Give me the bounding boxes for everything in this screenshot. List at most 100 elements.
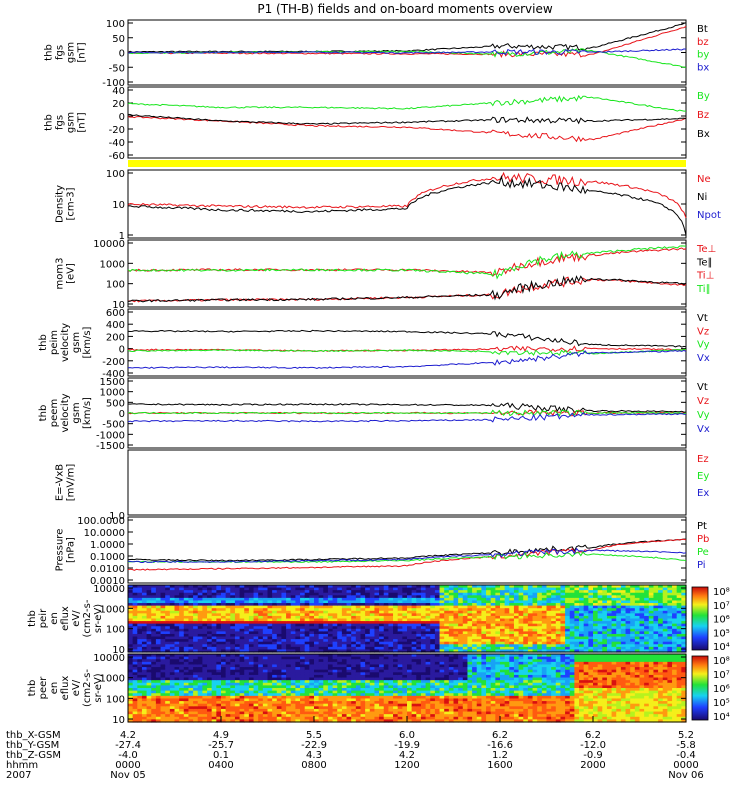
y-axis-label: thb [38,334,49,351]
legend-entry: Ne [697,174,711,185]
separator-band [128,160,686,167]
y-axis-label: thb [44,44,55,61]
y-tick-label: 100 [106,280,125,291]
y-tick-label: 10 [112,200,125,211]
y-tick-label: 0 [119,345,125,356]
series-line-Vx [128,413,686,422]
y-axis-label: fgs [55,115,66,130]
y-tick-label: 10000 [93,584,125,595]
figure-title: P1 (TH-B) fields and on-board moments ov… [257,2,553,16]
y-axis-label: thb [38,405,49,422]
series-line-Vt [128,403,686,412]
legend-entry: Vz [697,396,709,407]
y-tick-label: -200 [102,357,125,368]
y-tick-label: 0.1000 [90,552,125,563]
y-tick-label: 100 [106,625,125,636]
y-axis-label: [cm-3] [66,187,77,220]
y-tick-label: 100 [106,19,125,30]
legend-entry: Npot [697,210,721,221]
legend-entry: Pb [697,534,709,545]
legend-entry: By [697,91,710,102]
y-tick-label: 500 [106,398,125,409]
panel-frame [128,450,686,515]
legend-entry: Bz [697,110,709,121]
colorbar-tick-label: 10⁸ [713,587,730,598]
y-axis-label: gsm [71,402,82,423]
legend-entry: Pt [697,521,707,532]
y-axis-label: Pressure [55,529,66,572]
legend-entry: Vx [697,353,710,364]
y-tick-label: 600 [106,308,125,319]
legend-entry: Vy [697,410,710,421]
y-tick-label: 0 [119,112,125,123]
y-tick-label: 1000 [100,259,125,270]
series-line-Ti⊥ [128,248,686,276]
y-tick-label: -50 [109,63,125,74]
y-axis-label: gsm [71,332,82,353]
series-line-Ti∥ [128,246,686,278]
y-tick-label: -1500 [96,441,125,452]
y-axis-label: [km/s] [82,397,93,429]
y-tick-label: 0 [119,49,125,60]
y-axis-label: E=-VxB [55,464,66,501]
legend-entry: Ez [697,454,709,465]
panel-frame [128,170,686,238]
y-tick-label: 400 [106,320,125,331]
legend-entry: Vy [697,340,710,351]
y-axis-label: sr-eV) [93,604,104,633]
y-tick-label: 10.0000 [84,528,125,539]
y-tick-label: 1500 [100,377,125,388]
y-tick-label: -60 [109,151,125,162]
legend-entry: by [697,50,709,61]
legend-entry: bx [697,62,709,73]
series-line-Pe [128,552,686,563]
y-axis-label: Density [55,185,66,223]
y-axis-label: mom3 [55,258,66,290]
y-tick-label: 1.0000 [90,540,125,551]
legend-entry: Ti⊥ [696,271,714,282]
legend-entry: Bt [697,24,708,35]
colorbar [692,587,708,650]
y-axis-label: eV/ [71,610,82,627]
legend-entry: bz [697,37,709,48]
colorbar-tick-label: 10⁴ [713,642,730,653]
y-axis-label: [mV/m] [66,464,77,502]
y-axis-label: (cm2-s- [82,599,93,637]
y-tick-label: 20 [112,99,125,110]
series-line-Vt [128,330,686,347]
y-axis-label: velocity [60,393,71,432]
colorbar-tick-label: 10⁷ [713,601,730,612]
y-axis-label: [nT] [77,42,88,62]
y-axis-label: eflux [60,606,71,631]
y-axis-label: [km/s] [82,326,93,358]
y-axis-label: [nT] [77,112,88,132]
y-tick-label: 200 [106,332,125,343]
legend-entry: Bx [697,129,710,140]
legend-entry: Vz [697,326,709,337]
legend-entry: Te∥ [696,257,713,268]
legend-entry: Pi [697,560,706,571]
y-tick-label: -20 [109,125,125,136]
y-tick-label: -500 [102,420,125,431]
series-line-Ne [128,173,686,218]
legend-entry: Pe [697,547,709,558]
legend-entry: Ey [697,471,709,482]
y-tick-label: 50 [112,34,125,45]
y-tick-label: 100.0000 [77,516,125,527]
y-axis-label: gsm [66,42,77,63]
y-axis-label: peim [49,330,60,355]
panel-frame [128,309,686,376]
series-line-Te⊥ [128,277,686,302]
colorbar-tick-label: 10⁶ [713,615,730,626]
y-axis-label: thb [44,114,55,131]
y-tick-label: -1000 [96,430,125,441]
legend-entry: Vt [697,382,708,393]
